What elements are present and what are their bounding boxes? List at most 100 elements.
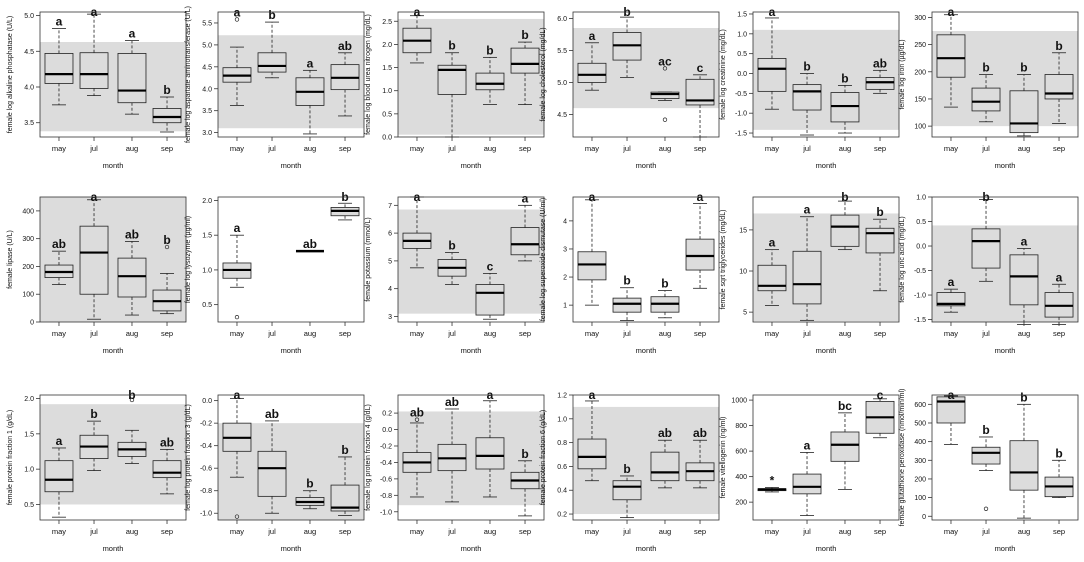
box-may	[402, 196, 432, 269]
y-axis-title: female sqrt triglycerides (mg/dL)	[720, 210, 727, 310]
x-tick-label: aug	[1018, 329, 1031, 338]
y-tick-label: 7	[388, 203, 392, 210]
y-tick-label: -0.4	[200, 443, 212, 450]
box-may	[402, 15, 432, 64]
x-tick-label: may	[585, 329, 599, 338]
x-axis-title: month	[636, 161, 657, 170]
y-axis-title: female log lysozyme (µg/ml)	[185, 216, 192, 303]
x-tick-label: aug	[839, 527, 852, 536]
box-iqr	[44, 460, 74, 493]
significance-letter: b	[448, 239, 455, 253]
box-iqr	[44, 53, 74, 84]
y-tick-label: 4.0	[24, 85, 34, 92]
plot-frame	[752, 196, 900, 323]
y-axis-title: female protein fraction 1 (g/dL)	[7, 410, 14, 505]
significance-letter: ab	[303, 237, 317, 251]
significance-letter: b	[268, 8, 275, 22]
x-tick-label: may	[410, 527, 424, 536]
y-axis-title: female log iron (µg/dL)	[899, 39, 906, 109]
box-sep	[330, 202, 360, 221]
y-tick-label: 1.0	[737, 31, 747, 38]
box-iqr	[757, 264, 787, 292]
box-may	[757, 17, 787, 110]
y-tick-label: -1.5	[735, 131, 747, 138]
y-tick-label: 2.0	[382, 42, 392, 49]
y-tick-label: 4.5	[557, 112, 567, 119]
box-iqr	[475, 72, 505, 91]
box-iqr	[971, 228, 1001, 269]
y-axis-title: female log uric acid (mg/dL)	[899, 216, 906, 302]
box-iqr	[865, 227, 895, 254]
x-tick-label: jul	[622, 527, 631, 536]
y-tick-label: 0.0	[382, 135, 392, 142]
plot-frame	[217, 394, 365, 521]
plot-frame	[217, 196, 365, 323]
x-tick-label: jul	[622, 144, 631, 153]
box-iqr	[650, 451, 680, 482]
y-tick-label: 1.5	[202, 233, 212, 240]
outlier-point	[234, 514, 240, 519]
y-tick-label: 400	[22, 208, 34, 215]
plot-frame	[752, 11, 900, 138]
y-tick-label: 0.2	[557, 512, 567, 519]
y-tick-label: 5.0	[24, 13, 34, 20]
y-tick-label: 400	[914, 439, 926, 446]
box-may	[44, 28, 74, 106]
box-sep	[152, 448, 182, 495]
x-axis-title: month	[816, 161, 837, 170]
outlier-point	[164, 244, 170, 250]
y-tick-label: 1.0	[24, 467, 34, 474]
plot-frame	[39, 11, 187, 138]
y-tick-label: 5.5	[202, 20, 212, 27]
significance-letter: b	[1020, 61, 1027, 75]
box-iqr	[757, 58, 787, 92]
x-tick-label: may	[765, 329, 779, 338]
x-tick-label: may	[944, 329, 958, 338]
box-iqr	[936, 292, 966, 307]
x-tick-label: jul	[267, 144, 276, 153]
x-tick-label: jul	[89, 527, 98, 536]
x-tick-label: sep	[1053, 144, 1065, 153]
significance-letter: b	[163, 233, 170, 247]
x-tick-label: aug	[126, 329, 139, 338]
x-tick-label: jul	[802, 329, 811, 338]
y-tick-label: 0.5	[382, 111, 392, 118]
x-tick-label: aug	[839, 144, 852, 153]
y-tick-label: -1.0	[380, 509, 392, 516]
box-jul	[612, 16, 642, 78]
significance-letter: b	[521, 447, 528, 461]
y-tick-label: 1000	[731, 398, 747, 405]
significance-letter: ab	[658, 426, 672, 440]
y-tick-label: 200	[914, 69, 926, 76]
y-tick-label: 600	[735, 449, 747, 456]
box-jul	[437, 408, 467, 503]
box-iqr	[612, 480, 642, 501]
y-tick-label: 200	[22, 264, 34, 271]
x-axis-title: month	[461, 346, 482, 355]
y-axis-title: female log protein fraction 4 (g/dL)	[365, 404, 372, 511]
significance-letter: b	[1020, 390, 1027, 404]
x-tick-label: sep	[339, 144, 351, 153]
y-axis-title: female log alkaline phosphatase (U/L)	[7, 16, 14, 134]
box-iqr	[971, 446, 1001, 465]
y-tick-label: -0.5	[914, 268, 926, 275]
y-tick-label: 4.5	[24, 49, 34, 56]
x-tick-label: aug	[659, 527, 672, 536]
significance-letter: *	[770, 473, 775, 487]
box-iqr	[117, 257, 147, 298]
significance-letter: ab	[125, 227, 139, 241]
significance-letter: b	[521, 28, 528, 42]
outlier-point	[414, 417, 420, 422]
box-iqr	[1044, 74, 1074, 100]
x-tick-label: sep	[1053, 329, 1065, 338]
box-iqr	[830, 214, 860, 247]
box-iqr	[792, 250, 822, 305]
box-iqr	[865, 77, 895, 90]
